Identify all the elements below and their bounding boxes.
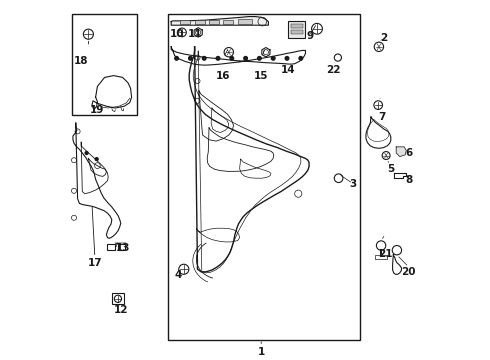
- Circle shape: [189, 57, 192, 60]
- Bar: [209, 20, 219, 24]
- Text: 15: 15: [254, 71, 269, 81]
- Polygon shape: [171, 17, 269, 25]
- Text: 17: 17: [88, 258, 102, 268]
- Text: 1: 1: [258, 347, 265, 357]
- Circle shape: [202, 57, 206, 60]
- Bar: [222, 20, 233, 24]
- Text: 18: 18: [74, 56, 89, 66]
- Circle shape: [271, 57, 275, 60]
- Bar: [118, 244, 125, 250]
- Bar: [291, 24, 303, 28]
- Text: 10: 10: [170, 29, 184, 39]
- Bar: [72, 14, 137, 115]
- Bar: [168, 14, 360, 340]
- Bar: [112, 293, 124, 304]
- Bar: [195, 20, 205, 24]
- Text: 21: 21: [378, 249, 392, 259]
- Text: 22: 22: [326, 65, 341, 75]
- Text: 9: 9: [306, 31, 314, 41]
- Bar: [238, 19, 252, 24]
- Text: 11: 11: [188, 29, 202, 39]
- Circle shape: [175, 57, 178, 60]
- Text: 14: 14: [281, 65, 295, 75]
- Circle shape: [244, 57, 247, 60]
- Text: 8: 8: [405, 175, 413, 185]
- Text: 2: 2: [380, 33, 387, 43]
- Text: 13: 13: [115, 243, 130, 253]
- Circle shape: [95, 158, 98, 161]
- Bar: [291, 30, 303, 34]
- Bar: [288, 21, 305, 38]
- Text: 19: 19: [90, 105, 104, 115]
- Circle shape: [299, 57, 303, 60]
- Circle shape: [258, 57, 261, 60]
- Text: 7: 7: [378, 112, 386, 122]
- Bar: [375, 255, 387, 259]
- Text: 3: 3: [349, 179, 357, 189]
- Circle shape: [285, 57, 289, 60]
- Circle shape: [85, 152, 88, 154]
- Circle shape: [216, 57, 220, 60]
- Text: 6: 6: [405, 148, 413, 158]
- Circle shape: [230, 57, 234, 60]
- Bar: [180, 20, 190, 24]
- Text: 5: 5: [387, 164, 394, 174]
- Bar: [107, 244, 115, 250]
- Text: 16: 16: [216, 71, 231, 81]
- Text: 4: 4: [175, 270, 182, 280]
- Polygon shape: [396, 147, 406, 157]
- Text: 12: 12: [114, 305, 129, 315]
- Text: 20: 20: [401, 267, 416, 277]
